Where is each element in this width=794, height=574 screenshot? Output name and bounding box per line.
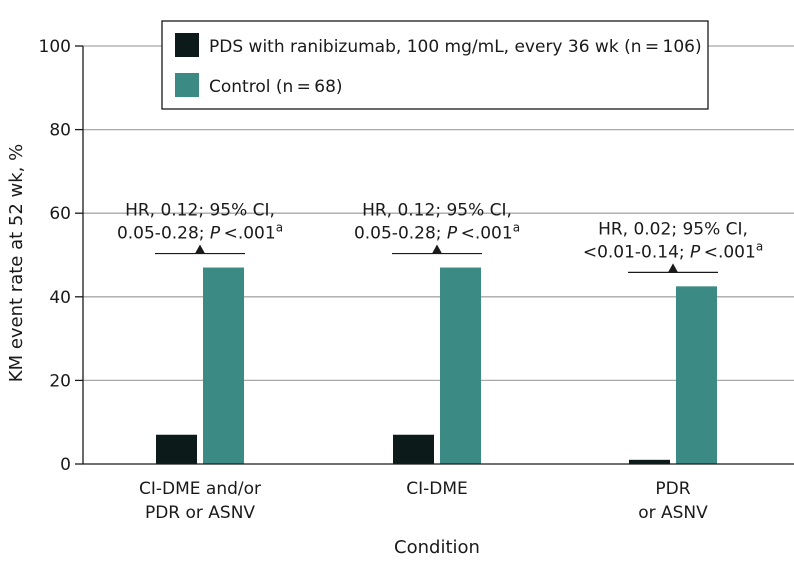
annotation-pvalue-2: <.001 (700, 242, 756, 262)
annotation-line2-2: <0.01-0.14; P <.001a (583, 239, 763, 262)
annotation-line1-0: HR, 0.12; 95% CI, (125, 201, 275, 221)
annotation-text-1: 0.05-0.28; (354, 224, 447, 244)
y-tick-label-40: 40 (49, 288, 71, 308)
annotation-line2-1: 0.05-0.28; P <.001a (354, 221, 520, 244)
annotation-p-2: P (690, 242, 701, 262)
bars (156, 267, 717, 464)
y-tick-label-60: 60 (49, 204, 71, 224)
legend-label-1: Control (n = 68) (209, 77, 343, 97)
annotation-line1-1: HR, 0.12; 95% CI, (362, 201, 512, 221)
annotation-line1-2: HR, 0.02; 95% CI, (598, 219, 748, 239)
x-tick-label-1-0: CI-DME (406, 479, 468, 499)
legend-box (161, 20, 709, 110)
legend-swatch-1 (175, 73, 199, 97)
bar-series1-cat1 (440, 267, 481, 464)
legend-label-0: PDS with ranibizumab, 100 mg/mL, every 3… (209, 37, 702, 57)
bar-series1-cat0 (203, 267, 244, 464)
bar-series0-cat2 (629, 459, 670, 464)
y-tick-label-20: 20 (49, 371, 71, 391)
annotation-arrow-1 (432, 244, 442, 254)
legend: PDS with ranibizumab, 100 mg/mL, every 3… (161, 20, 709, 110)
y-axis-title: KM event rate at 52 wk, % (6, 144, 27, 382)
x-tick-label-0-1: PDR or ASNV (145, 503, 255, 523)
annotation-superscript-2: a (756, 239, 763, 253)
annotation-pvalue-0: <.001 (220, 224, 276, 244)
annotation-superscript-1: a (513, 221, 520, 235)
y-tick-label-0: 0 (60, 455, 71, 475)
annotation-text-2: <0.01-0.14; (583, 242, 690, 262)
annotation-arrow-2 (668, 263, 678, 273)
y-tick-label-100: 100 (39, 37, 71, 57)
x-tick-label-2-0: PDR (655, 479, 690, 499)
legend-swatch-0 (175, 33, 199, 57)
bar-series1-cat2 (676, 286, 717, 464)
annotations: HR, 0.12; 95% CI,0.05-0.28; P <.001aHR, … (117, 201, 763, 273)
annotation-line2-0: 0.05-0.28; P <.001a (117, 221, 283, 244)
annotation-p-0: P (210, 224, 221, 244)
axes: 0 20 40 60 80 100 CI-DME and/or PDR or ASNV CI-D… (6, 37, 794, 558)
y-tick-label-80: 80 (49, 121, 71, 141)
bar-series0-cat1 (393, 434, 434, 464)
annotation-p-1: P (447, 224, 458, 244)
x-tick-label-0-0: CI-DME and/or (139, 479, 261, 499)
x-tick-label-2-1: or ASNV (638, 503, 708, 523)
bar-series0-cat0 (156, 434, 197, 464)
annotation-arrow-0 (195, 244, 205, 254)
x-axis-title: Condition (394, 537, 480, 558)
annotation-pvalue-1: <.001 (457, 224, 513, 244)
annotation-text-0: 0.05-0.28; (117, 224, 210, 244)
annotation-superscript-0: a (276, 221, 283, 235)
